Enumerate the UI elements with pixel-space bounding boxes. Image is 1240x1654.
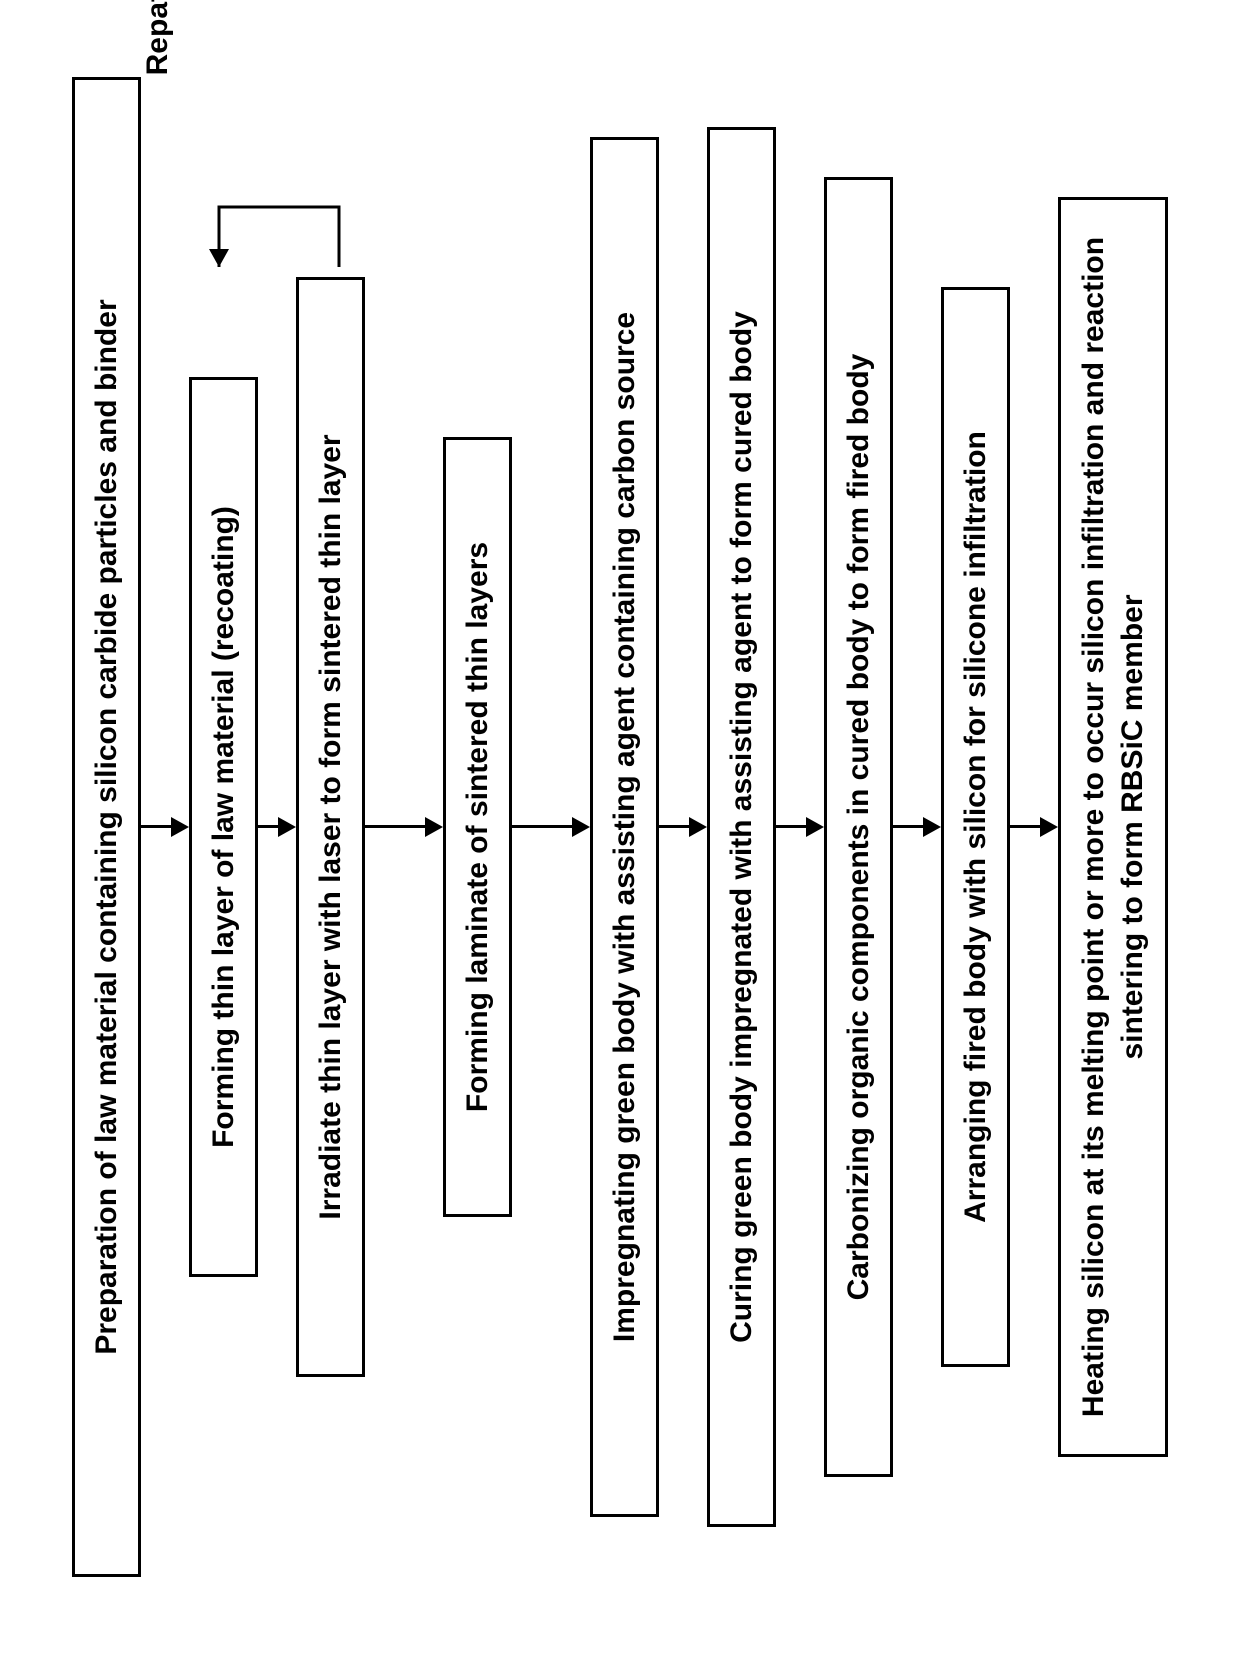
repeat-bracket-icon: [139, 97, 369, 297]
arrow-5: [659, 817, 707, 837]
step-text-3: Irradiate thin layer with laser to form …: [311, 434, 350, 1219]
arrow-2: [258, 817, 296, 837]
step-text-4: Forming laminate of sintered thin layers: [458, 542, 497, 1112]
flowchart-container: Preparation of law material containing s…: [72, 77, 1168, 1577]
step-box-2: Forming thin layer of law material (reco…: [189, 377, 258, 1277]
step-box-4: Forming laminate of sintered thin layers: [443, 437, 512, 1217]
repeat-label: Repated: [141, 0, 175, 75]
step-box-1: Preparation of law material containing s…: [72, 77, 141, 1577]
arrow-1: [141, 817, 189, 837]
step-box-5: Impregnating green body with assisting a…: [590, 137, 659, 1517]
repeat-group: Forming thin layer of law material (reco…: [189, 277, 365, 1377]
step-box-7: Carbonizing organic components in cured …: [824, 177, 893, 1477]
step-box-6: Curing green body impregnated with assis…: [707, 127, 776, 1527]
arrow-8: [1010, 817, 1058, 837]
arrow-4: [512, 817, 590, 837]
arrow-7: [893, 817, 941, 837]
arrow-6: [776, 817, 824, 837]
step-text-1: Preparation of law material containing s…: [87, 299, 126, 1354]
arrow-3: [365, 817, 443, 837]
step-text-2: Forming thin layer of law material (reco…: [204, 506, 243, 1148]
step-text-8: Arranging fired body with silicon for si…: [956, 431, 995, 1223]
step-box-3: Irradiate thin layer with laser to form …: [296, 277, 365, 1377]
step-text-5: Impregnating green body with assisting a…: [605, 312, 644, 1342]
step-text-6: Curing green body impregnated with assis…: [722, 311, 761, 1343]
step-box-9: Heating silicon at its melting point or …: [1058, 197, 1168, 1457]
step-text-7: Carbonizing organic components in cured …: [839, 354, 878, 1301]
step-text-9: Heating silicon at its melting point or …: [1074, 218, 1152, 1436]
step-box-8: Arranging fired body with silicon for si…: [941, 287, 1010, 1367]
